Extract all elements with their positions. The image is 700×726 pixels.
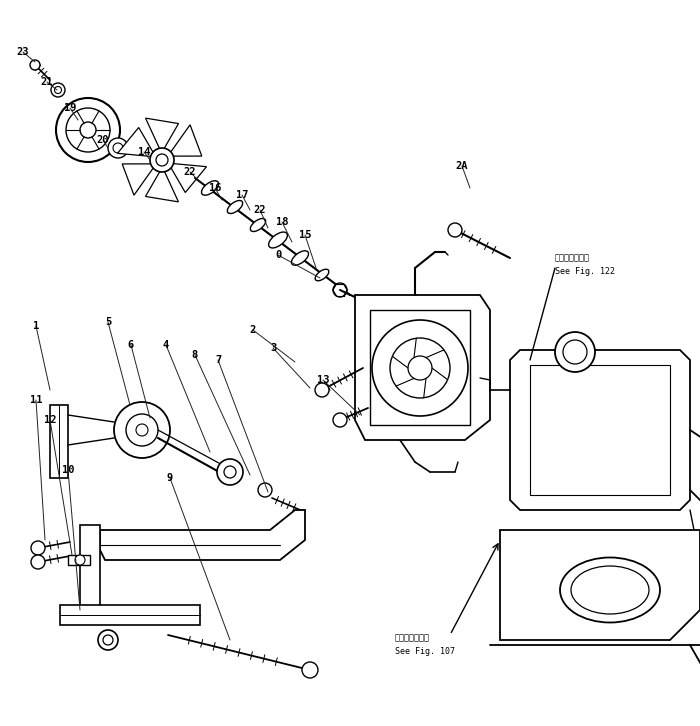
- Polygon shape: [50, 405, 68, 478]
- Polygon shape: [355, 295, 490, 440]
- Polygon shape: [169, 125, 202, 156]
- Circle shape: [315, 383, 329, 397]
- Circle shape: [80, 122, 96, 138]
- Polygon shape: [118, 128, 154, 157]
- Circle shape: [555, 332, 595, 372]
- Ellipse shape: [291, 250, 309, 265]
- Text: 3: 3: [270, 343, 276, 353]
- Text: 第１０７図参照: 第１０７図参照: [395, 634, 430, 643]
- Polygon shape: [68, 555, 90, 565]
- Circle shape: [156, 154, 168, 166]
- Circle shape: [103, 635, 113, 645]
- Text: 13: 13: [316, 375, 329, 385]
- Text: 15: 15: [299, 230, 312, 240]
- Text: 20: 20: [97, 135, 109, 145]
- Circle shape: [372, 320, 468, 416]
- Ellipse shape: [315, 269, 329, 281]
- Circle shape: [150, 148, 174, 172]
- Text: 12: 12: [43, 415, 56, 425]
- Circle shape: [56, 98, 120, 162]
- Circle shape: [333, 413, 347, 427]
- Circle shape: [258, 483, 272, 497]
- Circle shape: [51, 83, 65, 97]
- Text: 22: 22: [183, 167, 196, 177]
- Text: See Fig. 122: See Fig. 122: [555, 267, 615, 277]
- Text: 19: 19: [64, 103, 76, 113]
- Circle shape: [31, 541, 45, 555]
- Polygon shape: [122, 164, 154, 195]
- Circle shape: [448, 223, 462, 237]
- Text: 21: 21: [41, 77, 53, 87]
- Polygon shape: [530, 365, 670, 495]
- Ellipse shape: [269, 232, 288, 248]
- Circle shape: [390, 338, 450, 398]
- Text: 8: 8: [192, 350, 198, 360]
- Polygon shape: [170, 163, 206, 192]
- Text: 16: 16: [209, 183, 221, 193]
- Text: 6: 6: [128, 340, 134, 350]
- Text: 5: 5: [105, 317, 111, 327]
- Polygon shape: [146, 170, 178, 202]
- Polygon shape: [510, 350, 690, 510]
- Circle shape: [30, 60, 40, 70]
- Circle shape: [75, 555, 85, 565]
- Circle shape: [108, 138, 128, 158]
- Polygon shape: [60, 605, 200, 625]
- Circle shape: [113, 143, 123, 153]
- Text: 1: 1: [33, 321, 39, 331]
- Text: 0: 0: [275, 250, 281, 260]
- Text: 2: 2: [250, 325, 256, 335]
- Text: 7: 7: [215, 355, 221, 365]
- Ellipse shape: [571, 566, 649, 614]
- Ellipse shape: [251, 219, 266, 232]
- Text: 14: 14: [138, 147, 150, 157]
- Polygon shape: [100, 510, 305, 560]
- Circle shape: [114, 402, 170, 458]
- Circle shape: [333, 283, 347, 297]
- Text: 10: 10: [62, 465, 74, 475]
- Circle shape: [126, 414, 158, 446]
- Polygon shape: [80, 525, 100, 610]
- Polygon shape: [370, 310, 470, 425]
- Ellipse shape: [202, 181, 218, 195]
- Text: 23: 23: [17, 47, 29, 57]
- Ellipse shape: [228, 200, 243, 213]
- Polygon shape: [146, 118, 178, 150]
- Circle shape: [563, 340, 587, 364]
- Text: See Fig. 107: See Fig. 107: [395, 648, 455, 656]
- Polygon shape: [500, 530, 700, 640]
- Circle shape: [98, 630, 118, 650]
- Circle shape: [31, 555, 45, 569]
- Circle shape: [55, 86, 62, 94]
- Circle shape: [302, 662, 318, 678]
- Text: 11: 11: [29, 395, 42, 405]
- Text: 18: 18: [276, 217, 288, 227]
- Text: 第１２２図参照: 第１２２図参照: [555, 253, 590, 263]
- Text: 2A: 2A: [456, 161, 468, 171]
- Ellipse shape: [560, 558, 660, 622]
- Text: 22: 22: [253, 205, 266, 215]
- Circle shape: [408, 356, 432, 380]
- Circle shape: [224, 466, 236, 478]
- Text: 9: 9: [167, 473, 173, 483]
- Circle shape: [136, 424, 148, 436]
- Circle shape: [66, 108, 110, 152]
- Circle shape: [217, 459, 243, 485]
- Text: 4: 4: [163, 340, 169, 350]
- Text: 17: 17: [236, 190, 248, 200]
